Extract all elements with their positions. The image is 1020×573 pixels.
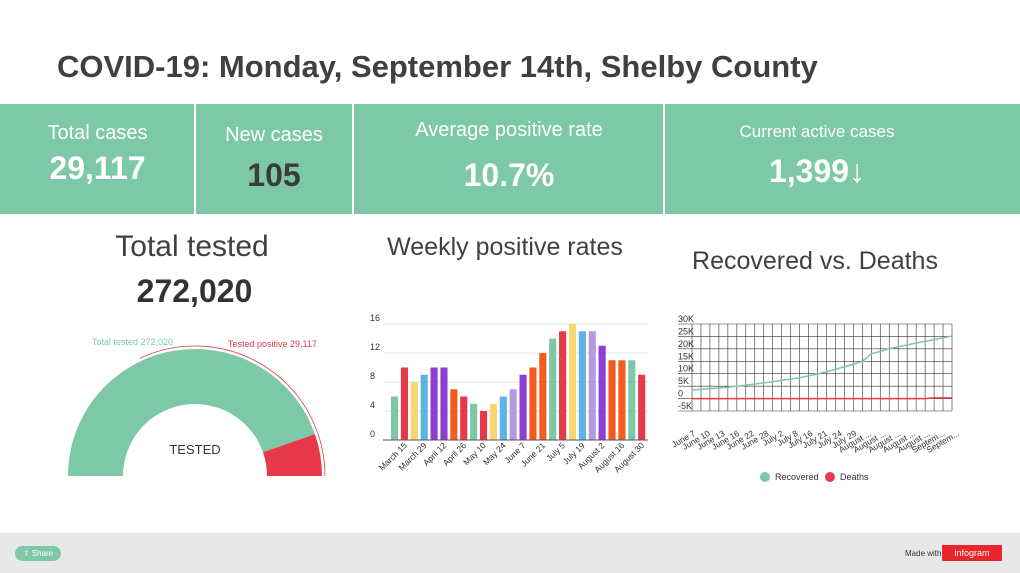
bar xyxy=(628,360,636,440)
weekly-chart-title: Weekly positive rates xyxy=(387,233,623,261)
divider xyxy=(194,104,196,214)
stat-new-cases: New cases 105 xyxy=(196,104,352,214)
bar xyxy=(529,367,537,440)
line-series xyxy=(692,397,952,400)
line-ytick-label: 20K xyxy=(678,339,694,349)
line-ytick-label: 30K xyxy=(678,314,694,324)
line-ytick-label: 15K xyxy=(678,351,694,361)
tested-value: 272,020 xyxy=(136,273,253,309)
gauge-slice-positive xyxy=(262,434,322,476)
line-ytick-label: -5K xyxy=(678,401,692,411)
bar xyxy=(410,382,418,440)
divider xyxy=(663,104,665,214)
bar-ytick-label: 16 xyxy=(370,313,380,323)
gauge-label-tested: Total tested 272,020 xyxy=(92,337,173,347)
stat-total-cases-value: 29,117 xyxy=(49,150,146,186)
divider xyxy=(352,104,354,214)
bar xyxy=(509,389,517,440)
bar-ytick-label: 0 xyxy=(370,429,375,439)
stat-avg-positive-rate-value: 10.7% xyxy=(463,157,555,193)
bar-ytick-label: 4 xyxy=(370,400,375,410)
legend-marker xyxy=(760,472,770,482)
line-ytick-label: 10K xyxy=(678,364,694,374)
stat-avg-positive-rate-label: Average positive rate xyxy=(415,119,603,141)
bar-ytick-label: 8 xyxy=(370,371,375,381)
stats-band: Total cases 29,117 New cases 105 Average… xyxy=(0,104,1020,214)
bar xyxy=(450,389,458,440)
bar xyxy=(638,374,646,440)
legend-label: Recovered xyxy=(775,472,819,482)
stat-total-cases: Total cases 29,117 xyxy=(0,104,195,214)
stat-active-cases-value: 1,399↓ xyxy=(768,153,866,189)
gauge-center-label: TESTED xyxy=(169,442,220,457)
page-title: COVID-19: Monday, September 14th, Shelby… xyxy=(57,49,818,84)
line-ytick-label: 5K xyxy=(678,376,689,386)
bar xyxy=(479,411,488,440)
bar xyxy=(400,367,409,440)
stat-avg-positive-rate: Average positive rate 10.7% xyxy=(354,104,664,214)
stat-active-cases-label: Current active cases xyxy=(739,122,895,141)
tested-gauge-chart: TESTED Total tested 272,020 Tested positiv… xyxy=(68,337,326,477)
share-icon: ⇪ xyxy=(22,549,32,558)
bar xyxy=(440,367,448,440)
bar xyxy=(618,360,626,440)
bar xyxy=(539,353,547,440)
bar xyxy=(391,396,399,440)
recovered-chart-title: Recovered vs. Deaths xyxy=(692,247,938,275)
bar xyxy=(420,374,428,440)
bar xyxy=(430,367,438,440)
line-ytick-label: 25K xyxy=(678,326,694,336)
bar xyxy=(489,403,497,440)
stat-active-cases: Current active cases 1,399↓ xyxy=(665,104,969,214)
bar xyxy=(470,403,478,440)
bar xyxy=(588,331,596,440)
footer: ⇪ Share Made with infogram xyxy=(0,533,1020,573)
share-button[interactable]: ⇪ Share xyxy=(15,546,61,561)
bar xyxy=(519,374,527,440)
gauge-slice-tested xyxy=(68,349,315,476)
gauge-positive-leader xyxy=(139,345,326,477)
line-ytick-label: 0 xyxy=(678,389,683,399)
bar-xtick-label: May 24 xyxy=(481,440,508,467)
legend-label: Deaths xyxy=(840,472,869,482)
bar xyxy=(568,324,577,440)
bar xyxy=(460,396,468,440)
bar xyxy=(578,331,586,440)
line-series xyxy=(691,335,953,391)
bar-ytick-label: 12 xyxy=(370,342,380,352)
bar xyxy=(499,396,507,440)
bar xyxy=(598,345,606,440)
share-label: Share xyxy=(31,549,54,558)
bar xyxy=(559,331,567,440)
infogram-logo[interactable]: infogram xyxy=(942,545,1002,561)
legend-marker xyxy=(825,472,835,482)
bar xyxy=(549,338,557,440)
stat-new-cases-label: New cases xyxy=(225,124,323,146)
stat-total-cases-label: Total cases xyxy=(47,122,148,144)
stat-new-cases-value: 105 xyxy=(247,157,301,193)
gauge-label-positive: Tested positive 29,117 xyxy=(228,339,317,349)
bar xyxy=(608,360,616,440)
made-with-text: Made with xyxy=(905,549,942,558)
tested-title: Total tested xyxy=(115,230,269,263)
